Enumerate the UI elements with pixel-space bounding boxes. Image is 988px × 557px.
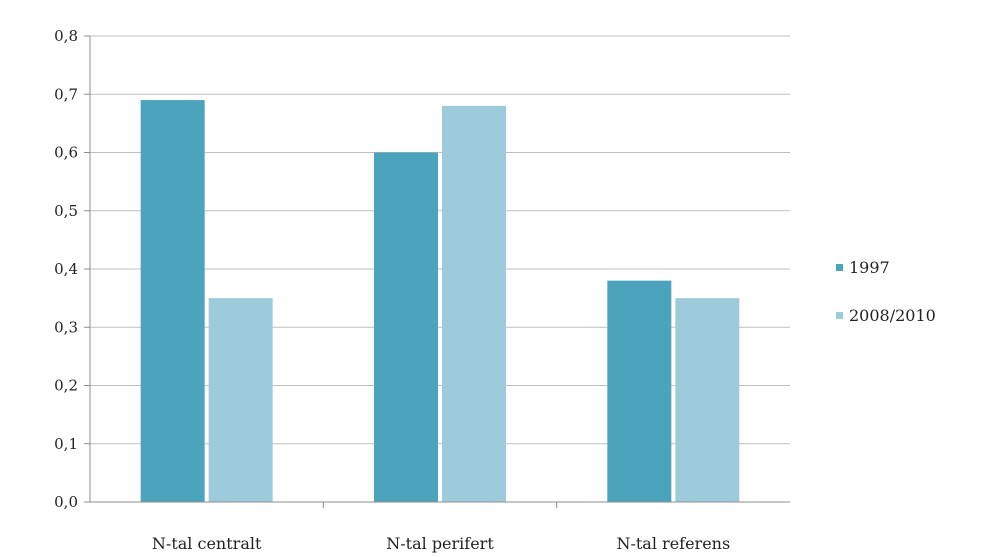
x-category-label: N-tal centralt bbox=[152, 534, 262, 553]
legend-label: 1997 bbox=[849, 258, 890, 277]
bar-2008-2010-2 bbox=[442, 105, 506, 503]
legend-swatch bbox=[836, 312, 843, 319]
y-tick-label: 0,5 bbox=[54, 202, 78, 220]
y-tick-label: 0,7 bbox=[54, 85, 78, 103]
x-category-label: N-tal referens bbox=[616, 534, 730, 553]
y-tick-label: 0,4 bbox=[54, 260, 78, 278]
legend-label: 2008/2010 bbox=[849, 306, 936, 325]
y-tick-label: 0,6 bbox=[54, 144, 78, 162]
x-category-labels: N-tal centralt N-tal perifert N-tal refere… bbox=[152, 534, 730, 553]
grid-lines bbox=[90, 35, 790, 445]
bar-1997-1 bbox=[140, 100, 205, 502]
y-tick-label: 0,8 bbox=[54, 27, 78, 45]
y-tick-label: 0,2 bbox=[54, 377, 78, 395]
bar-2008-2010-1 bbox=[208, 298, 273, 502]
legend-swatch bbox=[836, 264, 843, 271]
x-category-label: N-tal perifert bbox=[386, 534, 494, 553]
y-tick-label: 0,0 bbox=[54, 493, 78, 511]
axes bbox=[84, 35, 790, 508]
bar-2008-2010-3 bbox=[675, 298, 740, 502]
bar-1997-3 bbox=[607, 280, 672, 502]
y-tick-labels: 0,0 0,1 0,2 0,3 0,4 0,5 0,6 0,7 0,8 bbox=[54, 27, 78, 511]
legend: 1997 2008/2010 bbox=[836, 258, 936, 325]
y-tick-label: 0,1 bbox=[54, 435, 78, 453]
bar-1997-2 bbox=[374, 152, 438, 502]
y-tick-label: 0,3 bbox=[54, 318, 78, 336]
bars bbox=[140, 100, 740, 503]
